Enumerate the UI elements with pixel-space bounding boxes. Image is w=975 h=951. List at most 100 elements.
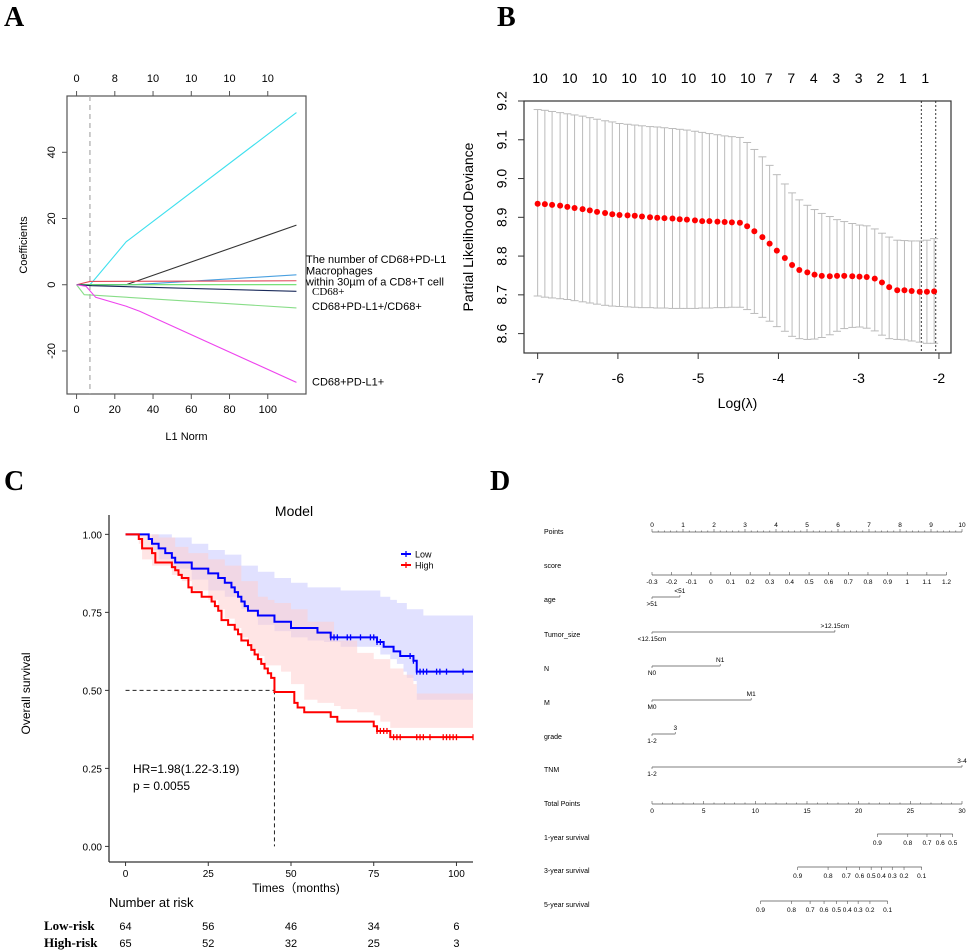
nomogram-tick-label: 0.6 (824, 579, 833, 586)
variable-label: The number of CD68+PD-L1 (306, 254, 446, 266)
panel-b-cv-deviance: -7 -6 -5 -4 -3 -2 8.6 8.7 8.8 8.9 9.0 9.1 9.2 10 10 10 1… (460, 70, 952, 411)
y-axis-title: Coefficients (18, 216, 30, 274)
deviance-point (728, 219, 735, 226)
nomogram-tick-label: 0 (650, 522, 654, 529)
nomogram-row-label: score (544, 563, 561, 570)
nomogram-tick-label: 0.8 (787, 907, 796, 914)
nomogram-row-label: M (544, 700, 550, 707)
nomogram-tick-label: 20 (855, 808, 863, 815)
risk-count: 34 (368, 921, 380, 933)
nomogram-row-label: Points (544, 529, 564, 536)
nomogram-tick-label: 30 (958, 808, 966, 815)
top-count-label: 1 (921, 70, 929, 86)
panel-letter-b: B (497, 2, 516, 33)
coefficient-path (76, 284, 297, 383)
y-tick-label: 0.75 (83, 608, 103, 619)
y-tick-label: 8.6 (494, 324, 510, 344)
deviance-point (841, 272, 848, 279)
deviance-point (654, 214, 661, 221)
nomogram-tick-label: 6 (836, 522, 840, 529)
x-tick-label: 40 (147, 404, 159, 416)
x-tick-label: 0 (73, 404, 79, 416)
plot-frame (66, 95, 307, 395)
nomogram-tick-label: 0.8 (863, 579, 872, 586)
plot-frame (523, 100, 952, 354)
deviance-point (804, 269, 811, 276)
nomogram-level-label: <51 (674, 588, 685, 595)
nomogram-tick-label: 0.8 (903, 840, 912, 847)
top-count-label: 4 (810, 70, 818, 86)
nomogram-tick-label: 0.3 (765, 579, 774, 586)
deviance-point (699, 218, 706, 225)
nomogram-tick-label: 0.5 (805, 579, 814, 586)
nomogram-tick-label: 0.4 (785, 579, 794, 586)
x-tick-label: 50 (285, 869, 297, 880)
x-tick-label: 100 (259, 404, 277, 416)
nomogram-row-label: TNM (544, 767, 559, 774)
nomogram-level-label: 1-2 (647, 738, 657, 745)
deviance-point (676, 216, 683, 223)
deviance-point (661, 215, 668, 222)
deviance-point (609, 211, 616, 218)
top-tick-label: 8 (112, 73, 118, 85)
x-tick-label: 20 (109, 404, 121, 416)
legend-label: High (415, 561, 434, 571)
risk-count: 46 (285, 921, 297, 933)
nomogram-tick-label: 1 (905, 579, 909, 586)
deviance-point (811, 271, 818, 278)
panel-letter-d: D (490, 466, 511, 497)
nomogram-row-label: age (544, 597, 556, 604)
deviance-point (564, 203, 571, 210)
deviance-point (931, 288, 938, 295)
y-tick-label: 9.1 (494, 130, 510, 150)
nomogram-tick-label: 0.3 (854, 907, 863, 914)
risk-count: 56 (202, 921, 214, 933)
nomogram-tick-label: 0.2 (746, 579, 755, 586)
nomogram-tick-label: -0.2 (666, 579, 678, 586)
risk-count: 32 (285, 938, 297, 950)
risk-table-title: Number at risk (109, 895, 194, 910)
panel-letter-c: C (4, 466, 25, 497)
deviance-point (579, 206, 586, 213)
x-tick-label: 60 (185, 404, 197, 416)
deviance-point (773, 247, 780, 254)
nomogram-tick-label: 0.9 (883, 579, 892, 586)
deviance-point (647, 214, 654, 221)
deviance-point (923, 288, 930, 295)
risk-count: 65 (119, 938, 131, 950)
variable-label: CD68+PD-L1+ (312, 376, 384, 388)
deviance-point (557, 202, 564, 209)
deviance-point (849, 273, 856, 280)
deviance-point (744, 223, 751, 230)
nomogram-row-label: grade (544, 734, 562, 741)
nomogram-tick-label: 0.4 (843, 907, 852, 914)
deviance-point (834, 272, 841, 279)
x-tick-label: -6 (612, 370, 625, 386)
coefficient-path (76, 284, 297, 309)
nomogram-row-label: Total Points (544, 801, 581, 808)
deviance-point (878, 279, 885, 286)
nomogram-level-label: 1-2 (647, 771, 657, 778)
x-tick-label: 25 (203, 869, 215, 880)
deviance-point (534, 200, 541, 207)
deviance-point (863, 274, 870, 281)
x-tick-label: -3 (852, 370, 865, 386)
x-tick-label: -5 (692, 370, 705, 386)
nomogram-tick-label: 0.5 (832, 907, 841, 914)
nomogram-tick-label: 2 (712, 522, 716, 529)
nomogram-level-label: N1 (716, 657, 725, 664)
deviance-point (871, 275, 878, 282)
nomogram-tick-label: 0.7 (842, 873, 851, 880)
nomogram-tick-label: 1.1 (922, 579, 931, 586)
deviance-point (631, 212, 638, 219)
x-tick-label: 100 (448, 869, 465, 880)
nomogram-tick-label: 0.9 (756, 907, 765, 914)
nomogram-tick-label: 0.7 (844, 579, 853, 586)
top-tick-label: 0 (73, 73, 79, 85)
deviance-point (571, 205, 578, 212)
nomogram-tick-label: 0.1 (883, 907, 892, 914)
y-axis-title: Overall survival (19, 652, 33, 734)
risk-count: 6 (453, 921, 459, 933)
y-tick-label: 9.2 (494, 91, 510, 111)
